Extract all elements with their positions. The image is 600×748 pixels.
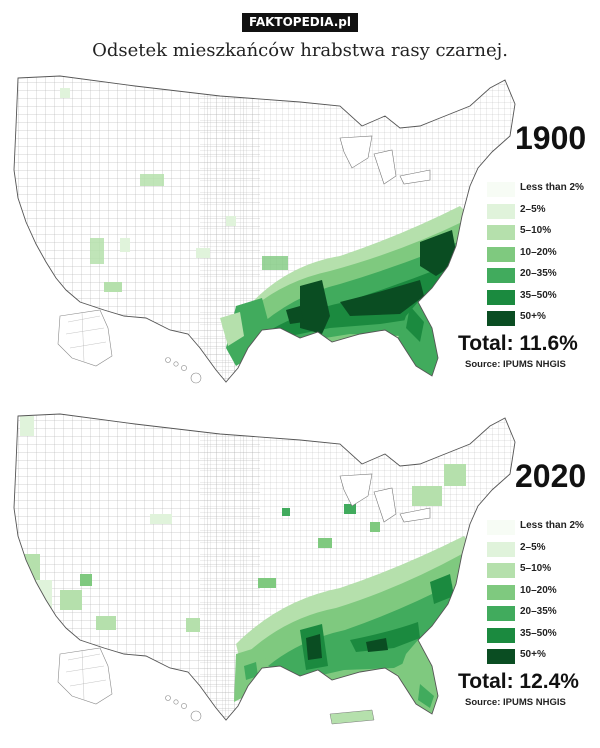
legend-swatch xyxy=(487,627,515,643)
map-panel-2020: 2020 Less than 2% 2–5% 5–10% 10–20% 20–3… xyxy=(0,404,600,744)
page-title: Odsetek mieszkańców hrabstwa rasy czarne… xyxy=(92,40,508,61)
legend-label: 20–35% xyxy=(520,268,557,279)
map-panel-1900: 1900 Less than 2% 2–5% 5–10% 10–20% 20–3… xyxy=(0,66,600,406)
legend-swatch xyxy=(487,268,515,283)
alaska-inset xyxy=(57,309,113,367)
legend-swatch xyxy=(487,520,515,535)
legend-label: 10–20% xyxy=(520,584,557,596)
choropleth-map-2020 xyxy=(13,413,516,725)
legend-label: 10–20% xyxy=(520,246,557,258)
year-label: 2020 xyxy=(515,458,587,494)
legend-swatch xyxy=(487,563,515,578)
alaska-inset xyxy=(57,647,113,705)
legend-label: 35–50% xyxy=(520,627,557,639)
hawaii-inset xyxy=(165,695,202,722)
legend-swatch xyxy=(487,606,515,621)
legend-label: 50+% xyxy=(520,311,546,322)
legend-label: 35–50% xyxy=(520,289,557,301)
legend-swatch xyxy=(487,541,515,557)
legend-label: 20–35% xyxy=(520,606,557,617)
year-label: 1900 xyxy=(515,120,587,156)
great-lakes xyxy=(339,135,431,185)
legend-label: 2–5% xyxy=(520,203,546,215)
legend-swatch xyxy=(487,225,515,240)
legend-swatch xyxy=(487,182,515,197)
puerto-rico-inset xyxy=(329,709,375,725)
legend-swatch xyxy=(487,649,515,664)
hawaii-inset xyxy=(165,357,202,384)
legend-label: Less than 2% xyxy=(520,182,584,193)
source-credit: Source: IPUMS NHGIS xyxy=(465,697,566,708)
legend-swatch xyxy=(487,584,515,600)
total-percentage: Total: 12.4% xyxy=(458,670,579,693)
legend-label: 5–10% xyxy=(520,563,552,574)
legend-label: 2–5% xyxy=(520,541,546,553)
brand-logo: FAKTOPEDIA.pl xyxy=(242,13,358,32)
source-credit: Source: IPUMS NHGIS xyxy=(465,359,566,370)
legend-swatch xyxy=(487,203,515,219)
legend-swatch xyxy=(487,289,515,305)
choropleth-map-1900 xyxy=(13,75,516,384)
legend-swatch xyxy=(487,246,515,262)
great-lakes xyxy=(339,473,431,523)
legend-label: Less than 2% xyxy=(520,520,584,531)
total-percentage: Total: 11.6% xyxy=(458,332,578,355)
legend-label: 50+% xyxy=(520,649,546,660)
legend-label: 5–10% xyxy=(520,225,552,236)
county-shading-1900 xyxy=(14,76,515,382)
legend-swatch xyxy=(487,311,515,326)
